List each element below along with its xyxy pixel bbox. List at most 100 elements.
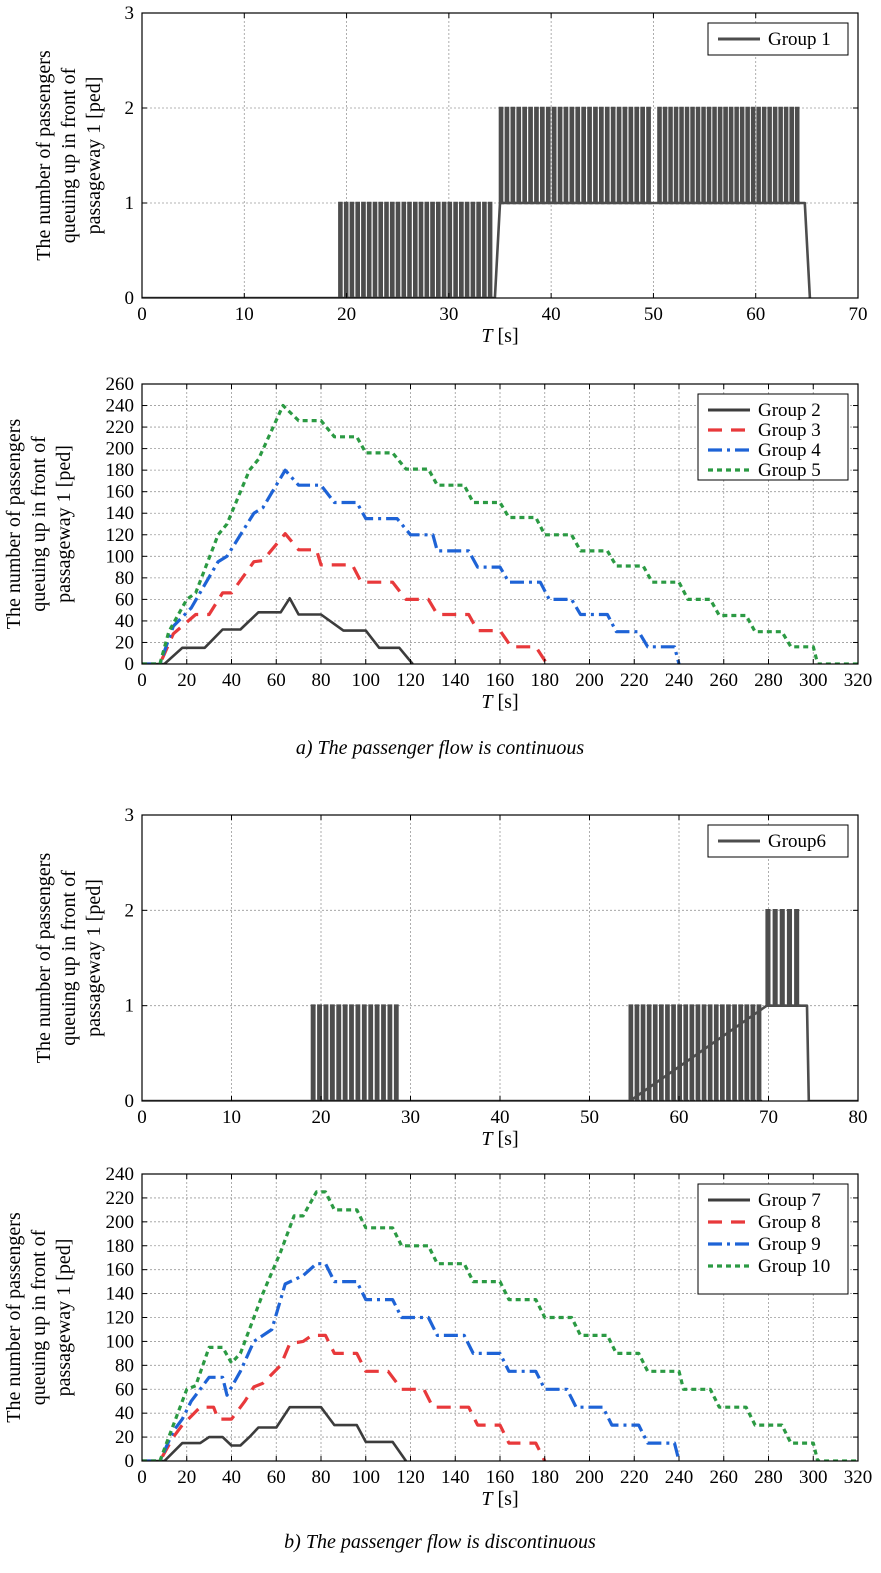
x-tick-label: 70 xyxy=(849,304,868,325)
legend-box xyxy=(697,393,849,481)
y-tick-label: 180 xyxy=(106,460,135,481)
oscillation-band xyxy=(498,106,652,205)
x-tick-label: 80 xyxy=(312,670,331,691)
legend: Group6 xyxy=(707,824,849,858)
x-tick-label: 80 xyxy=(312,1467,331,1488)
series-line-group-3 xyxy=(142,532,549,664)
x-tick-label: 220 xyxy=(620,1467,649,1488)
series-group xyxy=(142,1190,858,1461)
x-tick-label: 10 xyxy=(235,304,254,325)
x-tick-label: 240 xyxy=(665,1467,694,1488)
x-tick-label: 20 xyxy=(337,304,356,325)
y-tick-label: 100 xyxy=(106,1331,135,1352)
y-axis-label-line: passageway 1 [ped] xyxy=(83,77,105,235)
x-tick-label: 180 xyxy=(531,670,560,691)
y-tick-label: 140 xyxy=(106,1284,135,1305)
x-tick-label: 0 xyxy=(137,1467,147,1488)
legend: Group 1 xyxy=(707,22,849,56)
x-tick-label: 280 xyxy=(754,1467,783,1488)
y-tick-label: 160 xyxy=(106,1260,135,1281)
legend-label: Group 1 xyxy=(768,29,831,50)
oscillation-band xyxy=(628,1004,763,1101)
y-axis-label-line: queuing up in front of xyxy=(58,870,80,1046)
y-axis-label: The number of passengers queuing up in fr… xyxy=(33,50,105,261)
chart-2: 0 20 40 60 80 100 120 140 160 180 200 220 240 260 280 3… xyxy=(3,374,872,713)
y-axis-label-line: passageway 1 [ped] xyxy=(83,879,105,1037)
chart-1: 0 10 20 30 40 50 60 70 0 1 2 3 T [s] The number of pa… xyxy=(33,3,868,347)
y-tick-label: 220 xyxy=(106,1188,135,1209)
x-tick-label: 180 xyxy=(531,1467,560,1488)
x-tick-label: 0 xyxy=(137,1107,147,1128)
y-tick-label: 140 xyxy=(106,503,135,524)
y-axis-label-line: The number of passengers xyxy=(3,419,25,630)
y-axis-label-line: queuing up in front of xyxy=(28,436,50,612)
series-line-group-1 xyxy=(142,201,812,298)
series-line-group-8 xyxy=(142,1333,547,1461)
y-axis-label-line: passageway 1 [ped] xyxy=(53,445,75,603)
x-tick-label: 50 xyxy=(580,1107,599,1128)
y-tick-label: 220 xyxy=(106,417,135,438)
y-axis-label-line: passageway 1 [ped] xyxy=(53,1239,75,1397)
legend-label: Group 2 xyxy=(758,400,821,421)
x-axis-label: T [s] xyxy=(481,691,518,713)
y-axis-label-line: The number of passengers xyxy=(33,853,55,1064)
legend-label: Group 3 xyxy=(758,420,821,441)
y-tick-label: 2 xyxy=(125,98,135,119)
x-tick-label: 300 xyxy=(799,1467,828,1488)
y-tick-label: 200 xyxy=(106,439,135,460)
x-tick-label: 120 xyxy=(396,1467,425,1488)
x-tick-label: 240 xyxy=(665,670,694,691)
x-tick-label: 20 xyxy=(312,1107,331,1128)
legend-box xyxy=(697,1183,849,1295)
y-tick-label: 0 xyxy=(125,1451,135,1472)
y-axis-label-line: The number of passengers xyxy=(33,50,55,261)
chart-3: 0 10 20 30 40 50 60 70 80 0 1 2 3 T [s] The number of … xyxy=(33,805,868,1150)
y-tick-label: 20 xyxy=(115,632,134,653)
plot-frame xyxy=(141,12,859,299)
series-line-group-4 xyxy=(142,468,681,664)
series-line-group-5 xyxy=(142,403,858,664)
x-tick-label: 160 xyxy=(486,670,515,691)
x-tick-label: 260 xyxy=(710,1467,739,1488)
x-tick-label: 60 xyxy=(267,670,286,691)
y-tick-label: 0 xyxy=(125,654,135,675)
legend-label: Group6 xyxy=(768,831,826,852)
x-tick-label: 320 xyxy=(844,1467,873,1488)
legend-label: Group 8 xyxy=(758,1212,821,1233)
x-tick-label: 20 xyxy=(177,1467,196,1488)
x-tick-label: 60 xyxy=(267,1467,286,1488)
x-tick-label: 100 xyxy=(352,1467,381,1488)
caption-a: a) The passenger flow is continuous xyxy=(296,737,585,759)
y-tick-label: 80 xyxy=(115,1355,134,1376)
x-tick-label: 40 xyxy=(491,1107,510,1128)
x-axis-label: T [s] xyxy=(481,1488,518,1510)
y-tick-label: 20 xyxy=(115,1427,134,1448)
x-tick-label: 80 xyxy=(849,1107,868,1128)
y-tick-label: 0 xyxy=(125,288,135,309)
x-tick-label: 260 xyxy=(710,670,739,691)
caption-b: b) The passenger flow is discontinuous xyxy=(284,1531,596,1553)
series-group xyxy=(142,403,858,664)
series-line-group-10 xyxy=(142,1190,858,1461)
x-tick-label: 30 xyxy=(439,304,458,325)
series-group xyxy=(142,106,812,298)
oscillation-band xyxy=(310,1004,400,1101)
y-axis-label-line: queuing up in front of xyxy=(28,1229,50,1405)
x-axis-label: T [s] xyxy=(481,325,518,347)
y-tick-label: 200 xyxy=(106,1212,135,1233)
x-tick-label: 200 xyxy=(575,670,604,691)
y-tick-label: 240 xyxy=(106,1164,135,1185)
y-axis-label: The number of passengers queuing up in fr… xyxy=(3,1212,75,1423)
x-tick-label: 140 xyxy=(441,1467,470,1488)
y-axis-label-line: The number of passengers xyxy=(3,1212,25,1423)
y-axis-label-line: queuing up in front of xyxy=(58,67,80,243)
legend-label: Group 7 xyxy=(758,1190,821,1211)
y-tick-label: 3 xyxy=(125,805,135,826)
x-tick-label: 20 xyxy=(177,670,196,691)
series-line-group-2 xyxy=(142,596,414,664)
x-tick-label: 0 xyxy=(137,304,147,325)
x-tick-label: 120 xyxy=(396,670,425,691)
y-tick-label: 60 xyxy=(115,1379,134,1400)
